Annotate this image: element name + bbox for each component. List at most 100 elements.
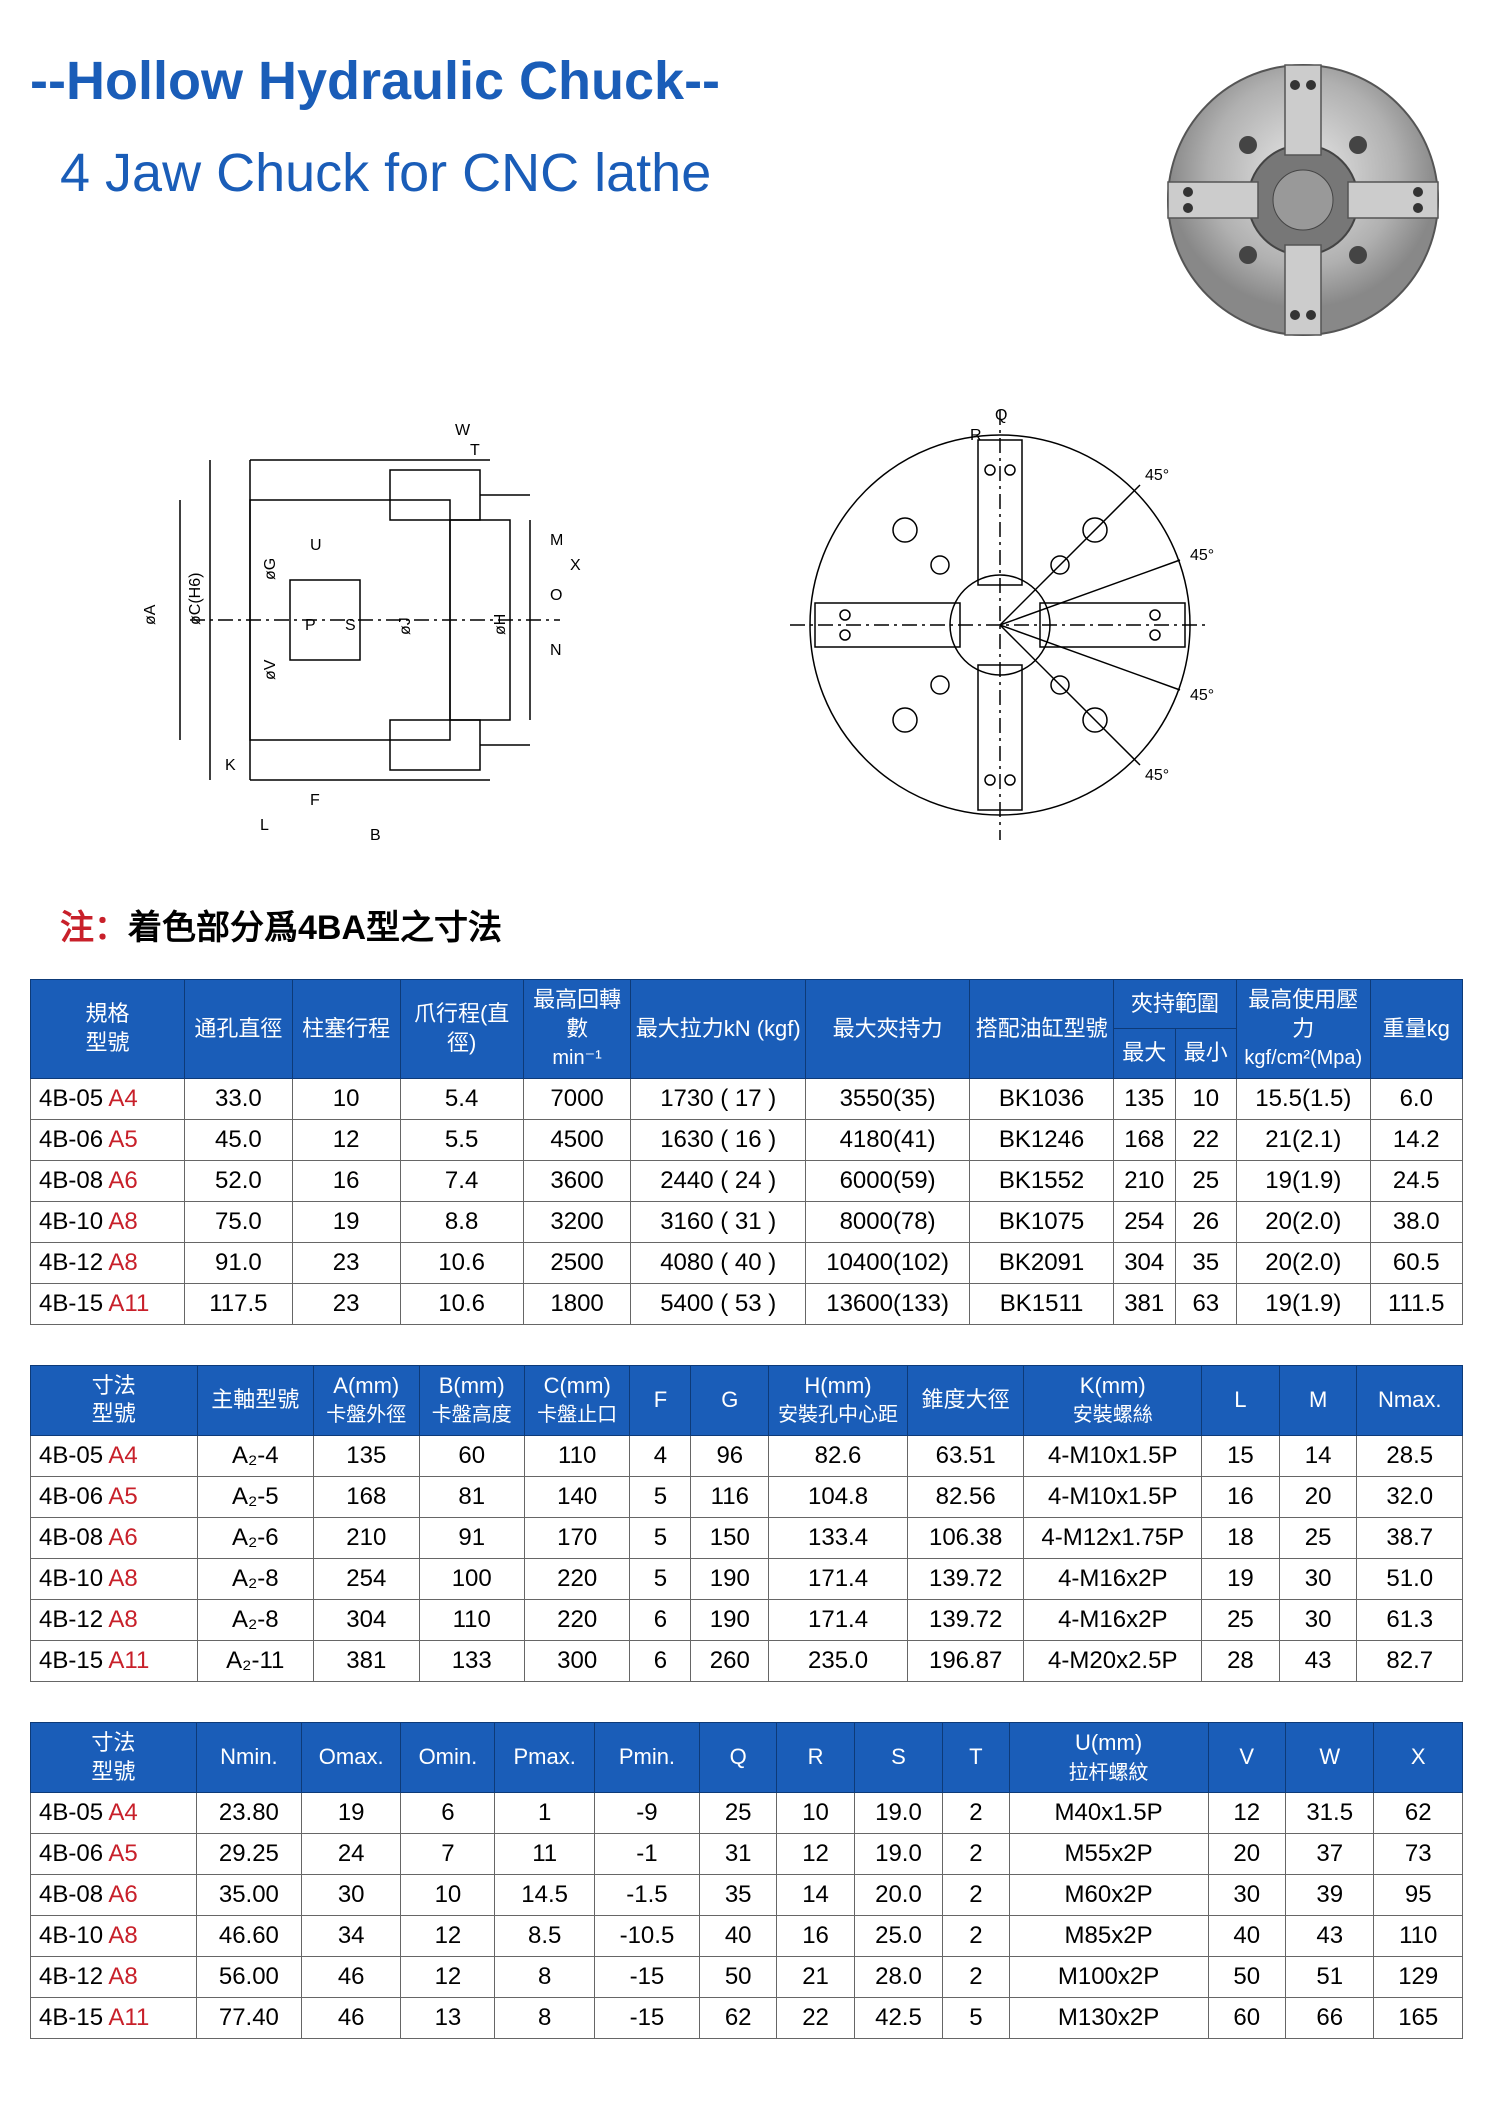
- cell: 168: [314, 1476, 419, 1517]
- table-row: 4B-12 A8A₂-83041102206190171.4139.724-M1…: [31, 1599, 1463, 1640]
- cell: 60.5: [1370, 1242, 1462, 1283]
- cell: 3200: [523, 1201, 631, 1242]
- cell: 29.25: [196, 1834, 301, 1875]
- model-cell: 4B-15 A11: [31, 1998, 197, 2039]
- cell: 168: [1113, 1119, 1175, 1160]
- dim-p: P: [305, 617, 316, 634]
- cell: 196.87: [907, 1640, 1024, 1681]
- cell: M60x2P: [1009, 1875, 1208, 1916]
- cell: 19(1.9): [1237, 1160, 1370, 1201]
- t2-h-nmax: Nmax.: [1357, 1365, 1463, 1435]
- model-cell: 4B-05 A4: [31, 1435, 198, 1476]
- cell: 110: [524, 1435, 629, 1476]
- table-row: 4B-15 A1177.4046138-15622242.55M130x2P60…: [31, 1998, 1463, 2039]
- cell: 10: [292, 1078, 400, 1119]
- spindle-cell: A₂-6: [197, 1517, 314, 1558]
- cell: 190: [691, 1599, 769, 1640]
- t2-h-k: K(mm)安裝螺絲: [1024, 1365, 1202, 1435]
- cell: 6: [630, 1599, 691, 1640]
- cell: -15: [594, 1998, 699, 2039]
- t1-h-min: 最小: [1175, 1029, 1237, 1078]
- cell: 4180(41): [805, 1119, 969, 1160]
- cell: 235.0: [769, 1640, 908, 1681]
- cell: 51.0: [1357, 1558, 1463, 1599]
- cell: 30: [1279, 1599, 1357, 1640]
- title-line-1: --Hollow Hydraulic Chuck--: [30, 50, 1103, 112]
- cell: 60: [1208, 1998, 1285, 2039]
- cell: 6: [630, 1640, 691, 1681]
- t3-h-v: V: [1208, 1722, 1285, 1792]
- cell: 254: [314, 1558, 419, 1599]
- cell: 10: [401, 1875, 495, 1916]
- cell: 116: [691, 1476, 769, 1517]
- cell: -1.5: [594, 1875, 699, 1916]
- t1-h-rpm: 最高回轉數min⁻¹: [523, 980, 631, 1079]
- cell: 110: [419, 1599, 524, 1640]
- t2-h-f: F: [630, 1365, 691, 1435]
- cell: 12: [777, 1834, 854, 1875]
- cell: M40x1.5P: [1009, 1793, 1208, 1834]
- cell: 2: [943, 1957, 1009, 1998]
- cell: 1800: [523, 1283, 631, 1324]
- title-line-2: 4 Jaw Chuck for CNC lathe: [30, 142, 1103, 204]
- cell: 12: [292, 1119, 400, 1160]
- t3-h-x: X: [1374, 1722, 1463, 1792]
- cell: 60: [419, 1435, 524, 1476]
- cell: 381: [1113, 1283, 1175, 1324]
- cell: 91: [419, 1517, 524, 1558]
- t1-h-jaw: 爪行程(直徑): [400, 980, 523, 1079]
- cell: 25: [1175, 1160, 1237, 1201]
- cell: 77.40: [196, 1998, 301, 2039]
- cell: 61.3: [1357, 1599, 1463, 1640]
- cell: 1630 ( 16 ): [631, 1119, 806, 1160]
- dim-m: M: [550, 532, 563, 549]
- cell: 46: [301, 1998, 401, 2039]
- cell: 62: [699, 1998, 776, 2039]
- diagrams-row: W T U P S M O X N K F L B øA øC(H6) øG ø…: [110, 400, 1463, 850]
- cell: 75.0: [184, 1201, 292, 1242]
- dim-k: K: [225, 757, 236, 774]
- dim-45-1: 45°: [1145, 467, 1169, 484]
- cell: 110: [1374, 1916, 1463, 1957]
- table-row: 4B-08 A6A₂-6210911705150133.4106.384-M12…: [31, 1517, 1463, 1558]
- cell: 25: [1279, 1517, 1357, 1558]
- cell: 2: [943, 1916, 1009, 1957]
- cell: 26: [1175, 1201, 1237, 1242]
- dim-f: F: [310, 792, 320, 809]
- t1-h-cyl: 搭配油缸型號: [970, 980, 1114, 1079]
- t2-h-model: 寸法 型號: [31, 1365, 198, 1435]
- spec-table-3: 寸法 型號 Nmin. Omax. Omin. Pmax. Pmin. Q R …: [30, 1722, 1463, 2039]
- dim-w: W: [455, 422, 471, 439]
- t1-h-clamp: 最大夾持力: [805, 980, 969, 1079]
- cell: 104.8: [769, 1476, 908, 1517]
- cell: 20: [1279, 1476, 1357, 1517]
- model-cell: 4B-05 A4: [31, 1793, 197, 1834]
- model-cell: 4B-15 A11: [31, 1283, 185, 1324]
- cell: 38.0: [1370, 1201, 1462, 1242]
- cell: 20.0: [854, 1875, 942, 1916]
- product-photo: [1143, 40, 1463, 360]
- cell: 13600(133): [805, 1283, 969, 1324]
- dim-t: T: [470, 442, 480, 459]
- cell: 42.5: [854, 1998, 942, 2039]
- dim-r: R: [970, 427, 982, 444]
- dim-q: Q: [995, 407, 1007, 424]
- cell: 4080 ( 40 ): [631, 1242, 806, 1283]
- cell: 171.4: [769, 1599, 908, 1640]
- table-row: 4B-06 A529.2524711-1311219.02M55x2P20377…: [31, 1834, 1463, 1875]
- cell: 63: [1175, 1283, 1237, 1324]
- cell: 7.4: [400, 1160, 523, 1201]
- cell: 304: [314, 1599, 419, 1640]
- dim-u: U: [310, 537, 322, 554]
- t2-h-b: B(mm)卡盤高度: [419, 1365, 524, 1435]
- cell: 14: [1279, 1435, 1357, 1476]
- cell: 7: [401, 1834, 495, 1875]
- cell: -10.5: [594, 1916, 699, 1957]
- cell: 33.0: [184, 1078, 292, 1119]
- chuck-photo-svg: [1153, 50, 1453, 350]
- cell: 14.2: [1370, 1119, 1462, 1160]
- cell: 117.5: [184, 1283, 292, 1324]
- table-row: 4B-06 A545.0125.545001630 ( 16 )4180(41)…: [31, 1119, 1463, 1160]
- cell: 100: [419, 1558, 524, 1599]
- cell: 81: [419, 1476, 524, 1517]
